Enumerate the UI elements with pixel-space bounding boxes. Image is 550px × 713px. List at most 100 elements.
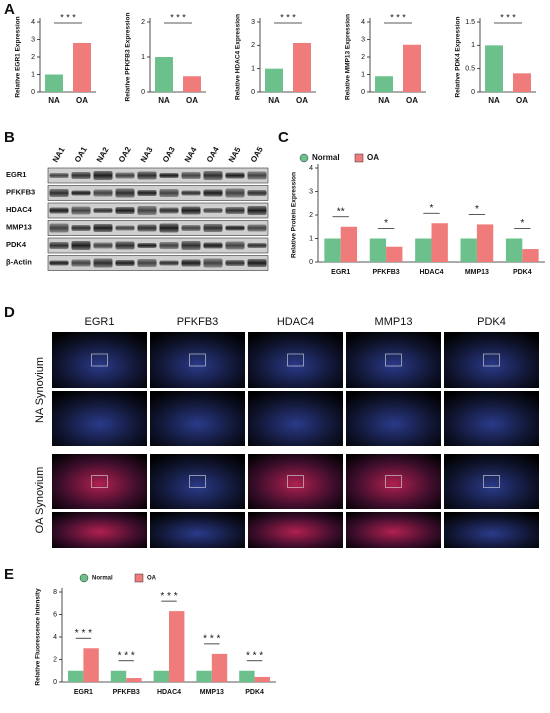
blot-strip [47, 185, 269, 201]
significance-label: * * * [75, 628, 92, 639]
blot-strip [47, 237, 269, 254]
significance-label: * [475, 204, 479, 215]
x-tick-label: NA [488, 96, 500, 105]
micrograph [444, 332, 539, 388]
significance-label: * * * [118, 650, 135, 661]
blot-band [137, 259, 157, 267]
x-tick-label: EGR1 [331, 269, 350, 276]
blot-band [203, 171, 223, 180]
y-axis-label: Relative Protein Expression [291, 172, 298, 258]
blot-band [225, 207, 245, 214]
lane-label: NA4 [183, 145, 199, 164]
blot-band [115, 260, 135, 266]
bar [45, 74, 63, 92]
zoom-box [287, 475, 304, 488]
legend-label: Normal [312, 153, 340, 162]
row-label: MMP13 [6, 222, 32, 231]
bar [513, 73, 531, 92]
lane-label: OA4 [205, 145, 221, 164]
bar [485, 45, 503, 92]
panel-letter: A [4, 1, 15, 18]
legend-marker [354, 153, 364, 163]
y-axis-label: Relative MMP13 Expression [345, 14, 352, 100]
y-tick-label: 2 [141, 19, 145, 26]
x-tick-label: MMP13 [465, 269, 489, 276]
panel-letter: C [278, 129, 289, 146]
blot-band [137, 171, 157, 180]
stain-label: PFKFB3 [177, 316, 219, 328]
bar [196, 670, 212, 682]
lane-label: NA5 [227, 145, 243, 164]
blot-band [203, 242, 223, 249]
blot-band [93, 224, 113, 232]
y-tick-label: 4 [31, 19, 35, 26]
blot-band [71, 190, 91, 196]
micrograph [346, 454, 441, 509]
significance-label: * [430, 203, 434, 214]
blot-band [49, 207, 69, 214]
x-tick-label: MMP13 [200, 689, 224, 696]
legend-marker [299, 153, 309, 163]
y-tick-label: 4 [361, 19, 365, 26]
y-tick-label: 3 [361, 36, 365, 43]
y-tick-label: 2 [361, 54, 365, 61]
blot-band [137, 243, 157, 248]
micrograph [248, 512, 343, 548]
legend-label: OA [367, 153, 379, 162]
bar [522, 249, 539, 262]
micrograph [248, 391, 343, 446]
x-tick-label: HDAC4 [157, 689, 181, 696]
micrograph [150, 512, 245, 548]
x-tick-label: OA [186, 96, 198, 105]
blot-band [49, 242, 69, 249]
stain-label: HDAC4 [277, 316, 314, 328]
micrograph [444, 391, 539, 446]
bar [476, 224, 494, 262]
x-tick-label: OA [296, 96, 308, 105]
blot-band [181, 241, 201, 250]
zoom-box [483, 353, 500, 367]
zoom-box [189, 475, 206, 488]
blot-band [93, 189, 113, 197]
micrograph [52, 454, 147, 509]
micrograph [248, 332, 343, 388]
y-tick-label: 2 [309, 212, 313, 219]
blot-band [93, 208, 113, 213]
blot-band [71, 259, 91, 267]
stain-label: MMP13 [375, 316, 413, 328]
lane-label: OA5 [249, 145, 265, 164]
zoom-box [287, 353, 304, 367]
y-tick-label: 1 [309, 235, 313, 242]
micrograph [52, 512, 147, 548]
micrograph [150, 454, 245, 509]
micrograph [52, 332, 147, 388]
y-tick-label: 2 [251, 42, 255, 49]
significance-label: * * * [60, 12, 76, 22]
legend-marker [79, 573, 89, 583]
blot-band [49, 189, 69, 197]
stain-label: EGR1 [85, 316, 115, 328]
bar [169, 611, 185, 682]
blot-band [181, 190, 201, 196]
y-tick-label: 6 [53, 611, 57, 618]
legend-marker [134, 573, 144, 583]
bar [265, 68, 283, 92]
blot-band [71, 172, 91, 179]
lane-label: OA2 [117, 145, 133, 164]
y-tick-label: 3 [31, 36, 35, 43]
legend-label: Normal [92, 576, 113, 582]
bar [386, 246, 403, 262]
y-tick-label: 0 [141, 89, 145, 96]
x-tick-label: PDK4 [513, 269, 532, 276]
y-tick-label: 1 [251, 66, 255, 73]
blot-band [203, 224, 223, 232]
y-tick-label: 0.5 [465, 66, 475, 73]
blot-band [115, 188, 135, 198]
blot-band [159, 207, 179, 214]
zoom-box [91, 353, 108, 367]
blot-band [159, 189, 179, 197]
bar [375, 76, 393, 92]
blot-band [159, 223, 179, 233]
y-tick-label: 2 [53, 656, 57, 663]
